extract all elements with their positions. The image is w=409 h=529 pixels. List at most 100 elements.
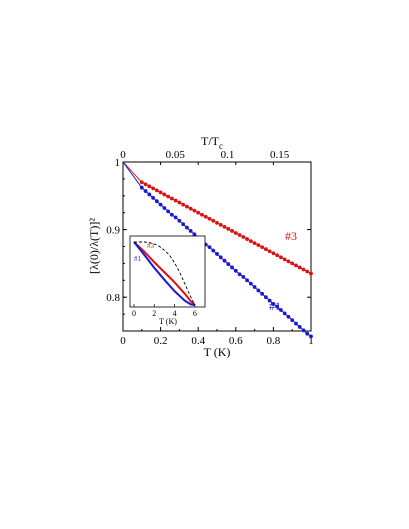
data-point (207, 216, 212, 221)
data-point (222, 224, 227, 229)
data-point (275, 253, 280, 258)
data-point (263, 295, 268, 300)
data-point (237, 233, 242, 237)
data-point (275, 304, 280, 309)
data-point (248, 281, 253, 286)
data-point (294, 263, 298, 268)
data-point (230, 229, 234, 233)
data-point (211, 248, 216, 253)
data-point (286, 259, 291, 264)
x-axis-label: T (K) (204, 345, 231, 359)
data-point (305, 269, 310, 274)
data-point (188, 229, 193, 233)
data-point (188, 206, 193, 211)
data-point (267, 298, 272, 303)
data-point (309, 334, 313, 339)
main-tick-labels: 0 0.2 0.4 0.6 0.8 10 0.05 0.1 0.150.80.91 (106, 149, 314, 347)
data-point (147, 184, 152, 189)
data-point (143, 189, 148, 193)
data-point (301, 267, 306, 272)
data-point (173, 215, 178, 220)
top-x-tick-label: 0 (120, 149, 126, 161)
top-x-axis-label-subscript: c (219, 141, 223, 151)
data-point (162, 192, 167, 197)
main-ticks (122, 161, 312, 332)
data-point (169, 212, 174, 217)
data-point (260, 291, 265, 296)
data-point (154, 199, 159, 204)
data-point (226, 227, 231, 231)
data-point (211, 218, 216, 223)
data-point (252, 285, 257, 289)
top-x-tick-label: 0.15 (270, 149, 290, 161)
inset-x-tick-label: 2 (152, 309, 156, 318)
data-point (143, 182, 148, 187)
data-point (215, 252, 219, 256)
data-point (166, 194, 171, 199)
series-annotation-1: #1 (269, 299, 281, 313)
data-point (256, 243, 261, 248)
data-point (139, 180, 144, 185)
data-point (263, 247, 268, 252)
x-tick-label: 1 (308, 335, 314, 347)
data-point (245, 278, 249, 283)
data-point (237, 272, 242, 277)
inset-x-tick-label: 0 (132, 309, 136, 318)
data-point (248, 239, 253, 243)
data-point (151, 195, 155, 200)
data-point (196, 210, 201, 215)
data-point (271, 251, 276, 256)
data-point (203, 214, 208, 219)
inset-label-1: #1 (134, 255, 142, 263)
data-point (139, 185, 144, 190)
data-point (154, 188, 159, 193)
data-point (297, 265, 302, 270)
data-point (301, 328, 306, 333)
data-point (297, 325, 302, 329)
data-point (252, 241, 257, 246)
data-point (185, 204, 189, 209)
data-point (181, 202, 186, 207)
data-point (218, 222, 223, 227)
data-point (185, 225, 189, 230)
data-point (286, 314, 291, 319)
inset-series (133, 241, 196, 306)
data-point (267, 249, 272, 254)
data-point (177, 200, 182, 205)
data-point (147, 192, 152, 197)
data-point (158, 202, 163, 207)
data-point (309, 271, 313, 276)
data-point (260, 245, 265, 250)
inset-label-3: #3 (147, 242, 155, 250)
data-point (192, 208, 197, 213)
inset-series-line (133, 241, 196, 306)
data-point (226, 262, 231, 266)
data-point (181, 222, 186, 227)
data-point (294, 321, 298, 326)
data-point (151, 186, 155, 191)
data-point (169, 196, 174, 201)
data-point (200, 212, 204, 217)
data-point (279, 308, 283, 312)
y-axis-label: [λ(0)/λ(T)]² (87, 218, 101, 274)
data-point (233, 268, 238, 273)
data-point (177, 218, 182, 223)
data-point (230, 265, 234, 270)
y-tick-label: 1 (115, 157, 121, 169)
data-point (166, 209, 171, 214)
inset-series-line (133, 241, 196, 306)
inset-x-tick-label: 4 (173, 309, 177, 318)
data-point (173, 198, 178, 203)
data-point (290, 318, 295, 323)
inset-x-tick-label: 6 (193, 309, 197, 318)
x-tick-label: 0.8 (267, 335, 281, 347)
data-point (218, 255, 223, 260)
data-point (222, 258, 227, 263)
top-x-axis-label: T/Tc (201, 134, 223, 151)
inset-ticks: 0 2 4 6 (132, 304, 197, 318)
top-x-tick-label: 0.1 (221, 149, 235, 161)
top-x-tick-label: 0.05 (166, 149, 186, 161)
data-point (192, 232, 197, 237)
data-point (215, 220, 219, 225)
series-annotation-3: #3 (285, 229, 297, 243)
